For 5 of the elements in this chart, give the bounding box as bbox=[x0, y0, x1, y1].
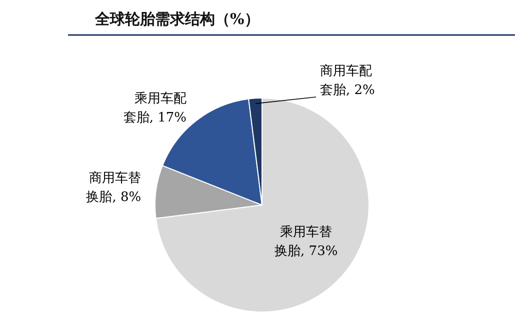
slice-label: 乘用车替换胎, 73% bbox=[274, 224, 338, 259]
slice-label: 商用车配套胎, 2% bbox=[320, 64, 375, 98]
chart-title: 全球轮胎需求结构（%） bbox=[94, 10, 260, 28]
slice-label: 乘用车配套胎, 17% bbox=[123, 91, 187, 126]
slice-label: 商用车替换胎, 8% bbox=[86, 170, 142, 205]
